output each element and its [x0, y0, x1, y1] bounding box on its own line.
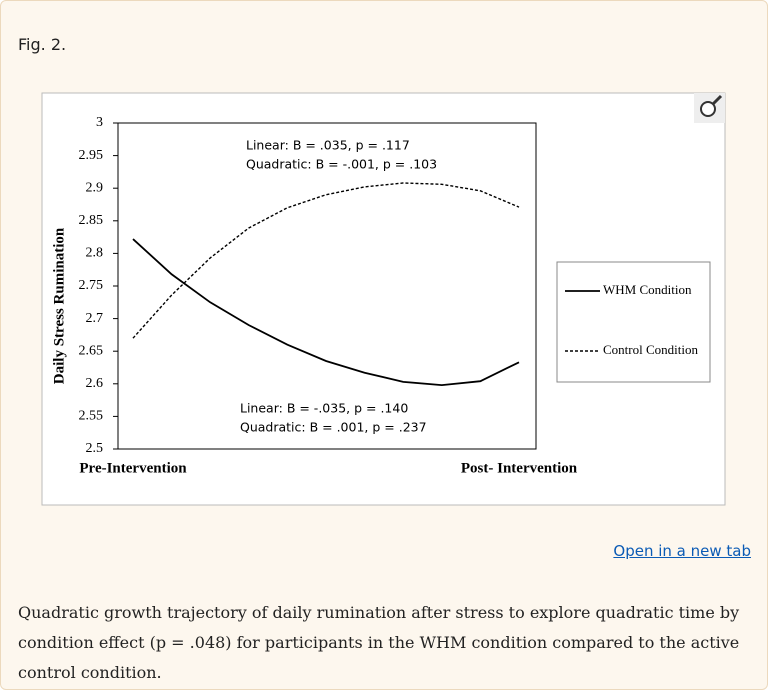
y-tick-label: 3 [96, 115, 103, 130]
x-tick-label: Post- Intervention [461, 460, 578, 476]
legend-box [556, 261, 711, 383]
annotation: Linear: B = .035, p = .117 [246, 138, 410, 153]
y-tick-label: 2.75 [79, 278, 104, 293]
y-tick-label: 2.5 [86, 441, 104, 456]
zoom-icon[interactable] [694, 93, 725, 123]
y-tick-label: 2.9 [86, 180, 104, 195]
y-tick-label: 2.95 [79, 148, 104, 163]
annotation: Linear: B = -.035, p = .140 [240, 401, 408, 416]
annotation: Quadratic: B = .001, p = .237 [240, 420, 427, 435]
x-tick-label: Pre-Intervention [79, 460, 187, 476]
legend-label: WHM Condition [603, 282, 692, 297]
y-tick-label: 2.65 [79, 343, 104, 358]
series-line [132, 238, 520, 387]
y-axis-label: Daily Stress Rumination [51, 227, 67, 384]
y-tick-label: 2.8 [86, 246, 104, 261]
figure-label: Fig. 2. [18, 35, 67, 54]
annotation: Quadratic: B = -.001, p = .103 [246, 157, 437, 172]
y-tick-label: 2.85 [79, 213, 104, 228]
y-tick-label: 2.6 [86, 376, 104, 391]
open-link[interactable]: Open in a new tab [613, 542, 751, 560]
caption: Quadratic growth trajectory of daily rum… [18, 603, 740, 682]
y-tick-label: 2.55 [79, 409, 104, 424]
y-tick-label: 2.7 [86, 311, 104, 326]
legend-label: Control Condition [603, 342, 698, 357]
